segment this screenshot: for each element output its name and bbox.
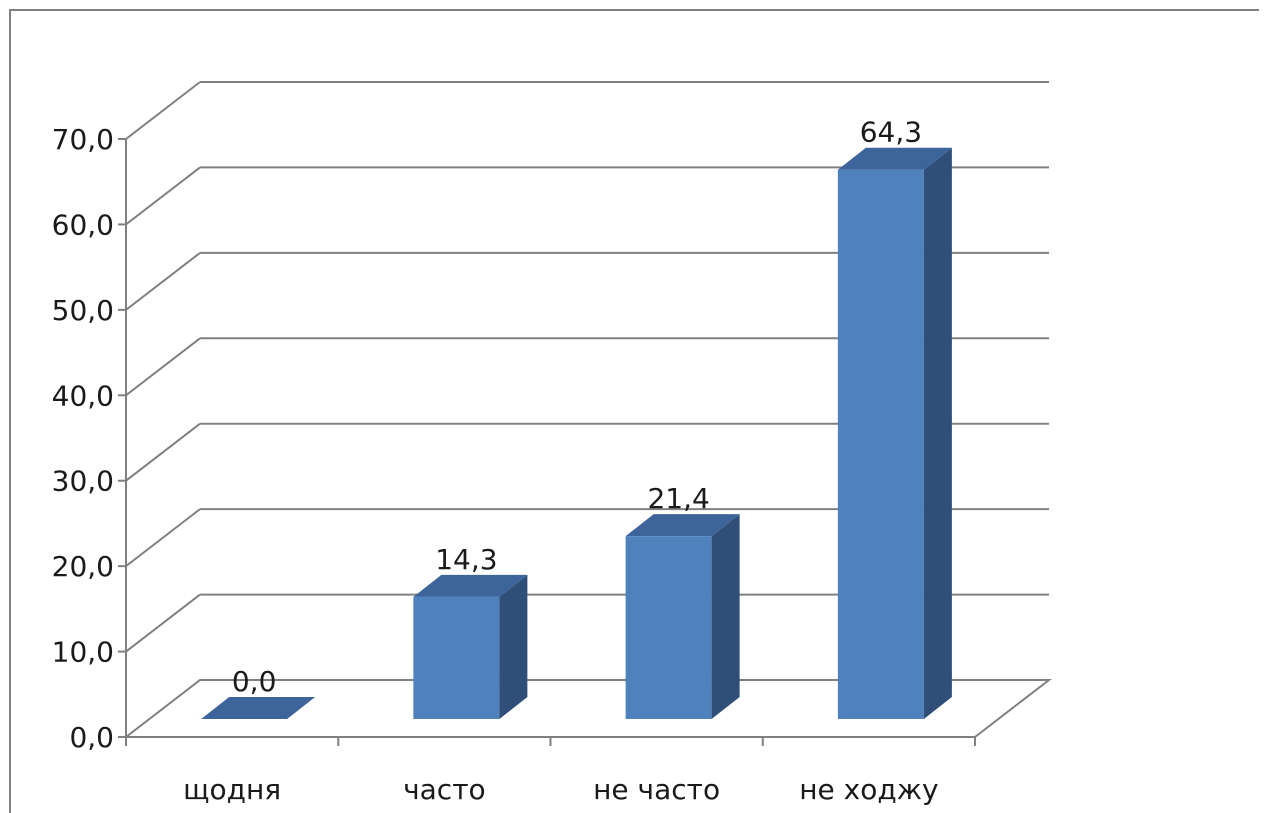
gridline-side [125, 252, 201, 311]
chart-frame [9, 9, 1259, 813]
bar-top [625, 514, 740, 537]
category-label: не ходжу [799, 773, 938, 806]
bar-top [837, 147, 952, 170]
bar-0 [201, 697, 316, 719]
data-label: 14,3 [435, 543, 497, 576]
bar-side [711, 514, 740, 719]
bar-front [413, 596, 500, 719]
gridline-side [125, 508, 201, 567]
data-label: 64,3 [860, 116, 922, 149]
category-label: не часто [593, 773, 720, 806]
bar-2 [625, 514, 740, 719]
bar-side [923, 147, 952, 720]
y-tick-label: 0,0 [69, 721, 114, 754]
data-label: 0,0 [232, 665, 277, 698]
gridline-7 [125, 81, 1049, 140]
category-label: часто [403, 773, 486, 806]
gridline-side [125, 593, 201, 653]
gridline-side [125, 422, 201, 482]
bar-top [201, 697, 316, 719]
plot-floor [125, 679, 1052, 738]
y-tick-label: 10,0 [52, 636, 114, 669]
gridline-side [125, 337, 201, 397]
y-tick-label: 30,0 [52, 465, 114, 498]
data-label: 21,4 [647, 482, 709, 515]
bar-3 [837, 147, 952, 720]
axes: 0,0 10,0 20,0 30,0 40,0 50,0 60,0 70,0 [52, 123, 976, 754]
bar-front [837, 169, 924, 720]
gridline-side [125, 166, 201, 226]
y-tick-label: 70,0 [52, 123, 114, 156]
y-tick-label: 20,0 [52, 550, 114, 583]
y-tick-label: 50,0 [52, 294, 114, 327]
labels: 0,0 щодня 14,3 часто 21,4 не часто 64,3 не ходж… [183, 116, 938, 806]
bars [201, 147, 952, 720]
y-tick-label: 60,0 [52, 208, 114, 241]
chart-border [9, 9, 1259, 813]
bar-1 [413, 574, 528, 719]
bar-side [499, 574, 528, 719]
bar-top [413, 574, 528, 597]
gridline-side [125, 81, 201, 140]
bar-front [625, 536, 712, 719]
category-label: щодня [183, 773, 281, 806]
y-tick-label: 40,0 [52, 379, 114, 412]
